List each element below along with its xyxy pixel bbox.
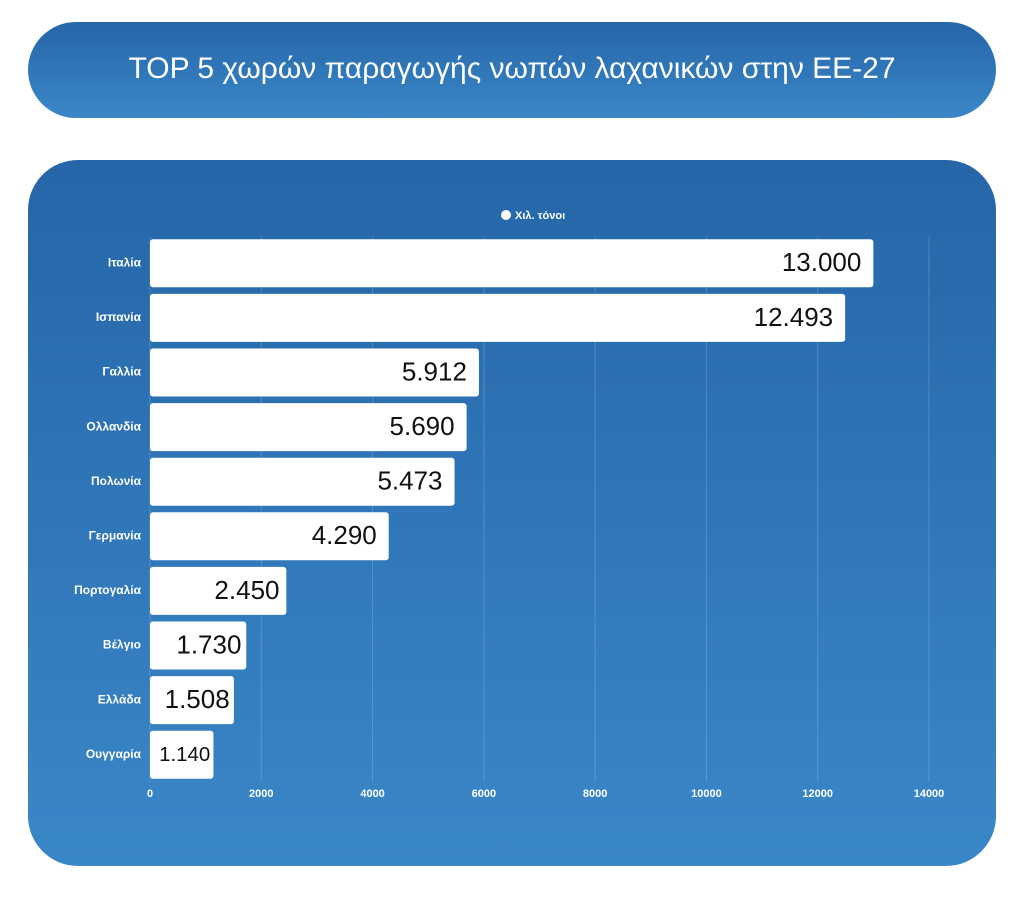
y-tick-label: Γερμανία: [89, 528, 142, 542]
value-label: 13.000: [782, 247, 862, 277]
value-label: 1.508: [165, 684, 230, 714]
bar: [150, 730, 214, 779]
y-tick-label: Ουγγαρία: [86, 747, 142, 761]
bar: [150, 566, 287, 615]
title-banner: [28, 22, 996, 118]
y-tick-label: Πολωνία: [91, 474, 142, 488]
bar: [150, 621, 247, 670]
bar: [150, 512, 389, 561]
value-label: 5.473: [377, 466, 442, 496]
value-label: 5.912: [402, 356, 467, 386]
legend-marker: [501, 210, 511, 220]
x-tick-label: 8000: [583, 788, 607, 800]
y-tick-label: Ιταλία: [108, 255, 142, 269]
x-tick-label: 10000: [691, 788, 722, 800]
y-tick-label: Βέλγιο: [103, 638, 141, 652]
chart-title: TOP 5 χωρών παραγωγής νωπών λαχανικών στ…: [128, 52, 895, 85]
x-tick-label: 2000: [249, 788, 273, 800]
x-tick-label: 6000: [472, 788, 496, 800]
x-tick-label: 12000: [802, 788, 833, 800]
bar: [150, 348, 479, 397]
bar: [150, 239, 874, 288]
value-label: 1.730: [176, 629, 241, 659]
y-tick-label: Γαλλία: [102, 365, 141, 379]
y-tick-label: Ολλανδία: [86, 419, 141, 433]
value-label: 5.690: [390, 411, 455, 441]
value-label: 2.450: [214, 575, 279, 605]
bar: [150, 676, 234, 725]
x-tick-label: 4000: [360, 788, 384, 800]
value-label: 12.493: [754, 302, 834, 332]
y-tick-label: Πορτογαλία: [74, 583, 141, 597]
y-tick-label: Ελλάδα: [98, 692, 142, 706]
x-tick-label: 0: [147, 788, 153, 800]
bar: [150, 293, 846, 342]
bar: [150, 457, 455, 506]
value-label: 1.140: [159, 743, 210, 766]
bar: [150, 403, 467, 452]
legend-label: Χιλ. τόνοι: [515, 210, 565, 222]
y-tick-label: Ισπανία: [96, 310, 142, 324]
value-label: 4.290: [312, 520, 377, 550]
x-tick-label: 14000: [914, 788, 945, 800]
